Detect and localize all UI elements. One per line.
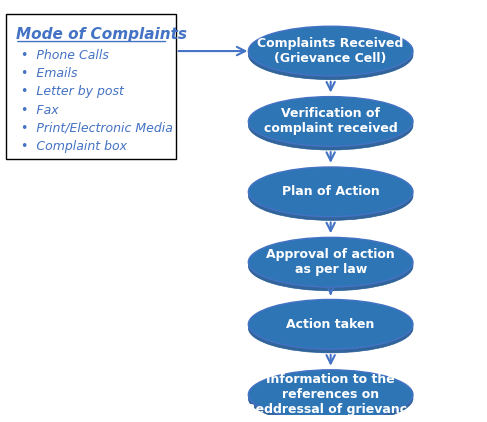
- Text: •  Print/Electronic Media: • Print/Electronic Media: [21, 122, 172, 135]
- Ellipse shape: [248, 370, 413, 419]
- Text: •  Complaint box: • Complaint box: [21, 140, 127, 153]
- Text: Verification of
complaint received: Verification of complaint received: [264, 108, 397, 135]
- Text: Approval of action
as per law: Approval of action as per law: [266, 248, 395, 276]
- Ellipse shape: [248, 237, 413, 287]
- Ellipse shape: [248, 171, 413, 220]
- Ellipse shape: [248, 241, 413, 291]
- Ellipse shape: [248, 97, 413, 146]
- Text: Plan of Action: Plan of Action: [282, 185, 379, 198]
- Ellipse shape: [248, 30, 413, 80]
- Text: •  Emails: • Emails: [21, 67, 77, 80]
- Ellipse shape: [248, 300, 413, 349]
- Text: •  Fax: • Fax: [21, 104, 58, 116]
- Text: •  Letter by post: • Letter by post: [21, 85, 124, 98]
- Text: •  Phone Calls: • Phone Calls: [21, 49, 109, 62]
- Text: Information to the
references on
Reddressal of grievance: Information to the references on Reddres…: [246, 373, 415, 416]
- Text: Complaints Received
(Grievance Cell): Complaints Received (Grievance Cell): [258, 37, 404, 65]
- Ellipse shape: [248, 167, 413, 216]
- Ellipse shape: [248, 373, 413, 422]
- Text: Action taken: Action taken: [286, 318, 375, 331]
- FancyBboxPatch shape: [6, 14, 176, 159]
- Ellipse shape: [248, 26, 413, 76]
- Text: Mode of Complaints: Mode of Complaints: [16, 27, 187, 43]
- Ellipse shape: [248, 100, 413, 150]
- Ellipse shape: [248, 303, 413, 353]
